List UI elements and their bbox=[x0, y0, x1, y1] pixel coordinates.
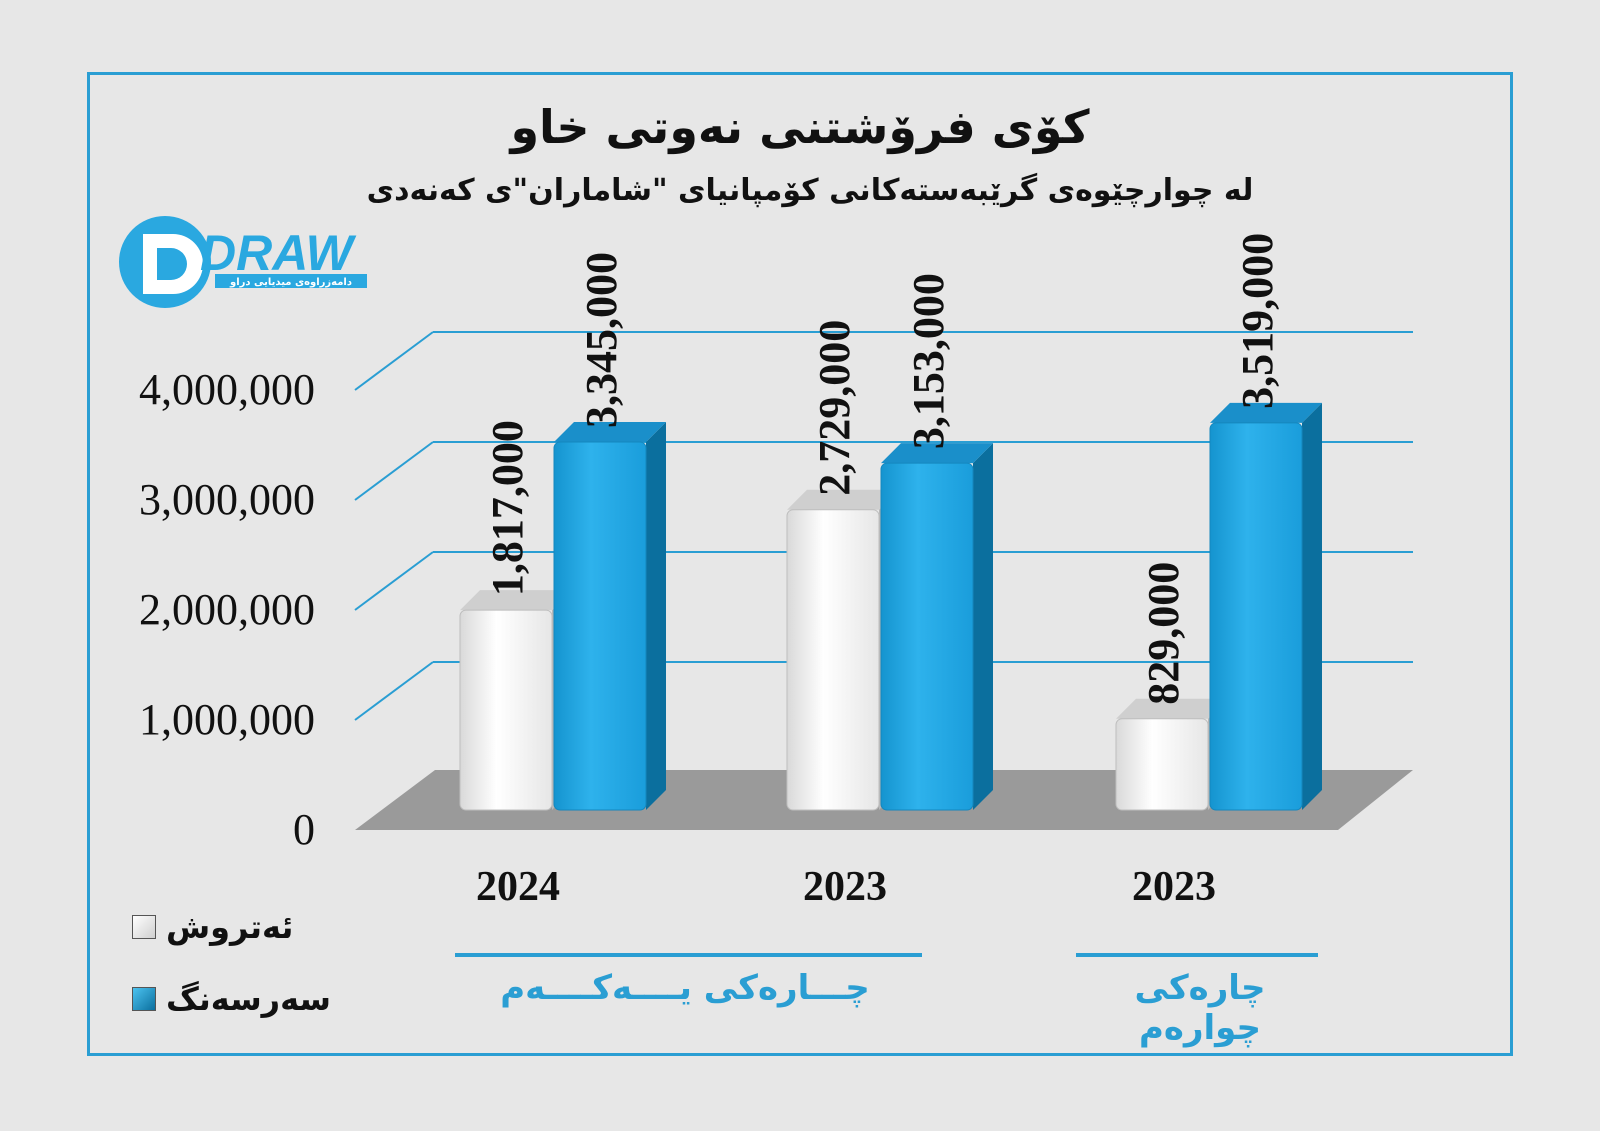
bar-top bbox=[787, 489, 899, 510]
chart-title: کۆی فرۆشتنی نەوتی خاو bbox=[510, 100, 1090, 154]
bar-side bbox=[1302, 402, 1322, 810]
group-label-q1: چـــارەکی یــــەکــــەم bbox=[500, 968, 870, 1008]
logo-tagline: دامەزراوەی میدیایی دراو bbox=[229, 277, 352, 288]
bar-atrush bbox=[459, 609, 553, 811]
bar-atrush bbox=[1115, 718, 1209, 811]
bar-top bbox=[554, 422, 666, 443]
y-tick-label: 2,000,000 bbox=[139, 585, 315, 634]
group-label-q4: چارەکی چوارەم bbox=[1134, 968, 1266, 1048]
x-tick-label: 2024 bbox=[476, 864, 560, 910]
gridline-diagonal bbox=[354, 661, 434, 721]
x-tick-label: 2023 bbox=[1132, 864, 1216, 910]
legend-label-atrush: ئەتروش bbox=[166, 908, 294, 946]
value-label: 2,729,000 bbox=[810, 320, 859, 496]
y-tick-label: 0 bbox=[293, 805, 315, 854]
chart-subtitle: لە چوارچێوەی گرێبەستەکانی کۆمپانیای "شام… bbox=[366, 173, 1254, 208]
bar-top bbox=[1116, 698, 1228, 719]
bar-sarsang bbox=[880, 462, 974, 811]
bar-top bbox=[881, 443, 993, 464]
legend-item-atrush: ئەتروش bbox=[132, 908, 293, 946]
y-tick-label: 3,000,000 bbox=[139, 475, 315, 524]
value-label: 3,153,000 bbox=[904, 273, 953, 449]
logo-wordmark: DRAW bbox=[200, 225, 357, 281]
y-tick-label: 1,000,000 bbox=[139, 695, 315, 744]
legend-swatch-sarsang bbox=[132, 987, 156, 1011]
bar-sarsang bbox=[553, 441, 647, 811]
legend-item-sarsang: سەرسەنگ bbox=[132, 980, 331, 1018]
gridline-diagonal bbox=[354, 551, 434, 611]
x-tick-label: 2023 bbox=[803, 864, 887, 910]
bar-top bbox=[460, 590, 572, 611]
chart-frame bbox=[87, 72, 1513, 1056]
value-label: 3,345,000 bbox=[577, 252, 626, 428]
bar-sarsang bbox=[1209, 422, 1303, 811]
legend-swatch-atrush bbox=[132, 915, 156, 939]
legend-label-sarsang: سەرسەنگ bbox=[166, 980, 331, 1018]
draw-logo: DRAW دامەزراوەی میدیایی دراو bbox=[119, 216, 367, 308]
bar-atrush bbox=[786, 509, 880, 811]
y-tick-label: 4,000,000 bbox=[139, 365, 315, 414]
bar-side bbox=[973, 443, 993, 810]
value-label: 3,519,000 bbox=[1233, 233, 1282, 409]
gridline-diagonal bbox=[354, 331, 434, 391]
value-label: 829,000 bbox=[1139, 562, 1188, 705]
value-label: 1,817,000 bbox=[483, 420, 532, 596]
bar-top bbox=[1210, 402, 1322, 423]
bar-side bbox=[646, 422, 666, 810]
gridline-diagonal bbox=[354, 441, 434, 501]
